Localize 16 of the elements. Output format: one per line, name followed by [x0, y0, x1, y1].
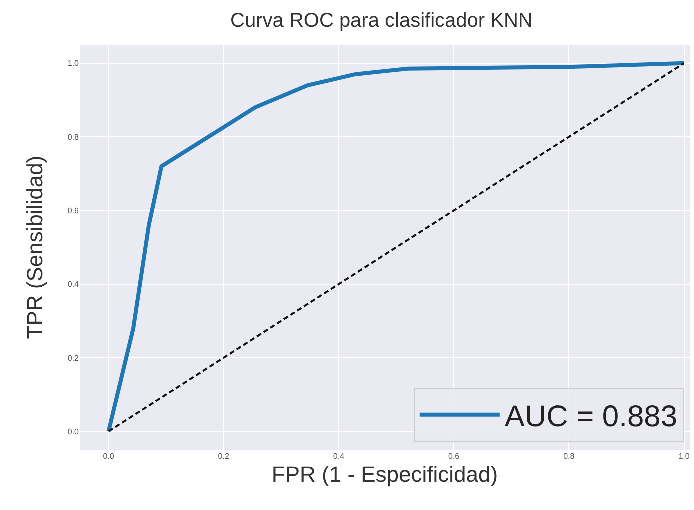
chart-title: Curva ROC para clasificador KNN: [230, 10, 533, 32]
y-tick-label: 1.0: [68, 59, 80, 68]
y-tick-label: 0.6: [68, 206, 80, 216]
x-tick-label: 0.8: [564, 452, 576, 461]
x-tick-label: 0.4: [333, 452, 346, 461]
y-axis-title: TPR (Sensibilidad): [22, 156, 48, 340]
x-tick-label: 0.0: [103, 452, 115, 461]
legend-label: AUC = 0.883: [504, 400, 678, 434]
x-tick-label: 0.2: [218, 452, 230, 461]
x-axis-title: FPR (1 - Especificidad): [272, 462, 498, 487]
y-tick-label: 0.2: [68, 354, 80, 363]
y-tick-label: 0.0: [68, 427, 80, 436]
x-tick-label: 0.6: [448, 452, 460, 461]
y-tick-label: 0.4: [68, 280, 80, 290]
y-tick-label: 0.8: [68, 132, 80, 142]
x-tick-label: 1.0: [678, 452, 690, 461]
